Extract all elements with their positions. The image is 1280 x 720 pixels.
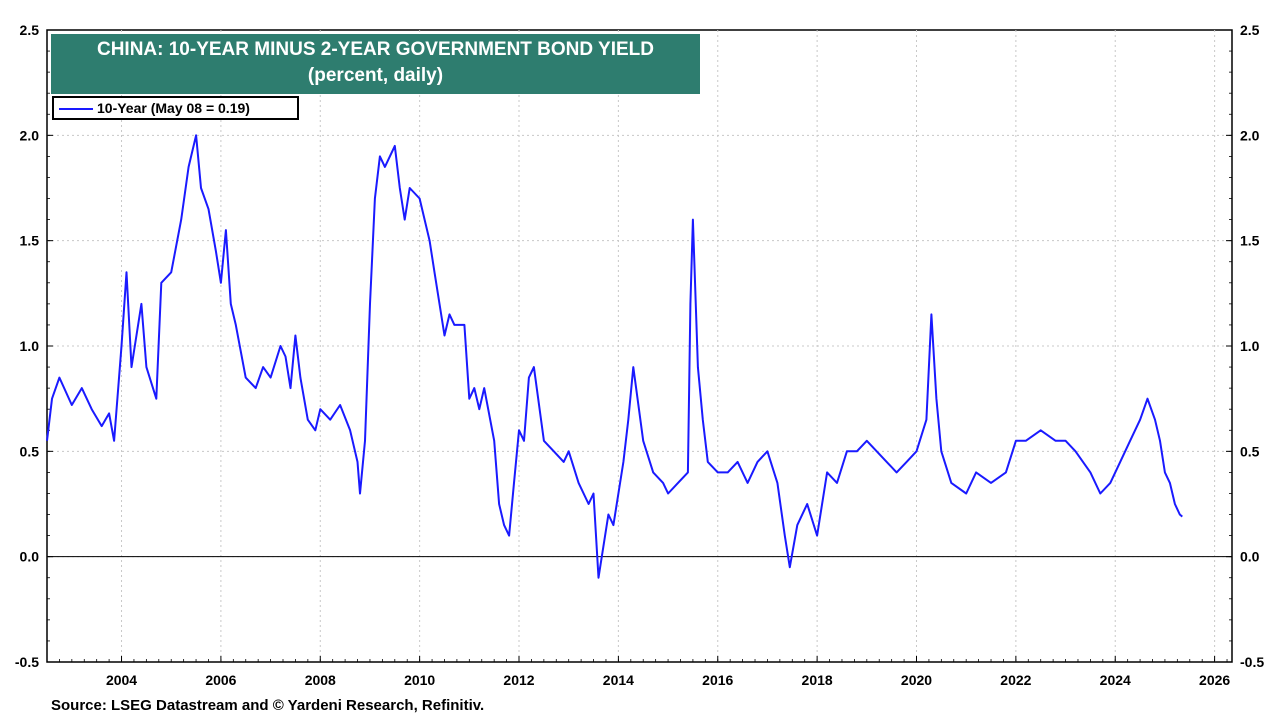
y-tick-label-right: -0.5 [1240, 654, 1264, 670]
x-tick-label: 2012 [503, 672, 534, 688]
y-tick-label-left: 0.0 [20, 549, 40, 565]
axis-ticks [46, 29, 1232, 663]
y-tick-label-left: 1.5 [20, 233, 40, 249]
y-tick-label-left: 2.0 [20, 127, 40, 143]
x-tick-label: 2014 [603, 672, 634, 688]
x-tick-label: 2022 [1000, 672, 1031, 688]
y-tick-label-left: -0.5 [15, 654, 39, 670]
y-tick-label-left: 2.5 [20, 22, 40, 38]
x-tick-label: 2020 [901, 672, 932, 688]
chart-subtitle: (percent, daily) [307, 65, 444, 86]
y-tick-label-right: 1.0 [1240, 338, 1260, 354]
y-tick-label-right: 2.0 [1240, 127, 1260, 143]
y-tick-label-left: 0.5 [20, 443, 40, 459]
y-tick-label-right: 1.5 [1240, 233, 1260, 249]
legend: 10-Year (May 08 = 0.19) [52, 96, 299, 120]
series-line-10-year [46, 134, 1183, 579]
y-tick-label-right: 2.5 [1240, 22, 1260, 38]
x-tick-label: 2004 [106, 672, 137, 688]
y-tick-label-left: 1.0 [20, 338, 40, 354]
x-tick-label: 2018 [802, 672, 833, 688]
x-tick-label: 2024 [1100, 672, 1131, 688]
x-tick-label: 2026 [1199, 672, 1230, 688]
legend-label: 10-Year (May 08 = 0.19) [97, 100, 250, 116]
legend-swatch [59, 108, 93, 110]
plot-area [46, 29, 1233, 663]
chart-title: CHINA: 10-YEAR MINUS 2-YEAR GOVERNMENT B… [96, 39, 655, 60]
source-note: Source: LSEG Datastream and © Yardeni Re… [51, 697, 485, 714]
chart-title-box: CHINA: 10-YEAR MINUS 2-YEAR GOVERNMENT B… [51, 34, 700, 94]
x-tick-label: 2010 [404, 672, 435, 688]
x-tick-label: 2008 [305, 672, 336, 688]
axis-labels: -0.5 -0.5 0.0 0.0 0.5 0.5 1.0 1.0 1.5 1.5 2.0 2.0 2.… [15, 22, 1264, 688]
x-tick-label: 2016 [702, 672, 733, 688]
y-tick-label-right: 0.0 [1240, 549, 1260, 565]
x-tick-label: 2006 [205, 672, 236, 688]
y-tick-label-right: 0.5 [1240, 443, 1260, 459]
